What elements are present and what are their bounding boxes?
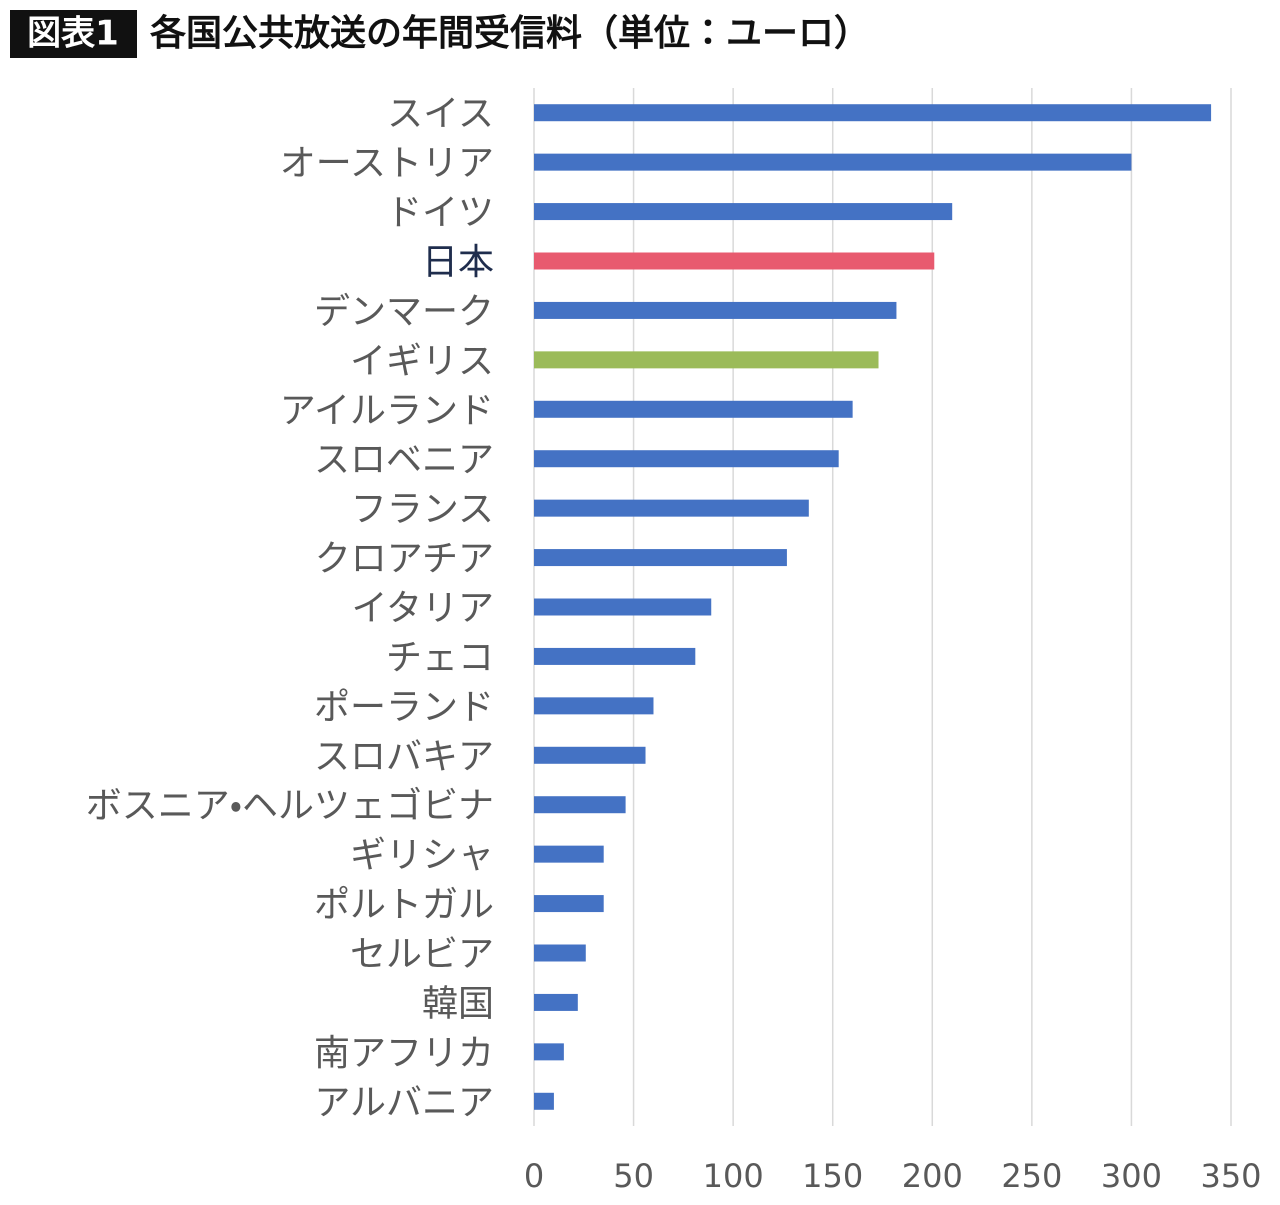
bar xyxy=(534,598,712,616)
category-label: イタリア xyxy=(351,588,494,629)
bar xyxy=(534,499,809,517)
category-label: ドイツ xyxy=(386,193,494,234)
category-label: ポルトガル xyxy=(314,885,494,926)
category-label: 日本 xyxy=(422,242,494,283)
category-label: スイス xyxy=(387,94,494,135)
category-label: ギリシャ xyxy=(350,835,494,876)
bar xyxy=(534,993,578,1011)
x-tick-label: 300 xyxy=(1101,1157,1162,1195)
bar xyxy=(534,944,586,962)
bar xyxy=(534,1043,564,1061)
category-label: ボスニア・ヘルツェゴビナ xyxy=(86,786,494,827)
figure-label: 図表1 xyxy=(27,14,119,54)
category-label: イギリス xyxy=(350,341,494,382)
bar xyxy=(534,104,1212,122)
bar xyxy=(534,647,696,665)
category-label: クロアチア xyxy=(315,539,494,580)
category-label: デンマーク xyxy=(314,291,494,332)
category-label: チェコ xyxy=(386,637,494,678)
x-tick-label: 100 xyxy=(703,1157,764,1195)
x-tick-label: 50 xyxy=(613,1157,654,1195)
chart-title: 各国公共放送の年間受信料（単位：ユーロ） xyxy=(150,13,870,54)
bar xyxy=(534,203,953,221)
category-label: アルバニア xyxy=(314,1082,494,1123)
category-label: セルビア xyxy=(350,934,494,975)
figure-label-box xyxy=(10,10,137,58)
bar xyxy=(534,450,839,468)
bar xyxy=(534,697,654,715)
bar xyxy=(534,252,935,270)
bar xyxy=(534,796,626,814)
bar xyxy=(534,549,787,567)
bar xyxy=(534,301,897,319)
bar xyxy=(534,845,604,863)
bar xyxy=(534,351,879,369)
category-label: スロベニア xyxy=(314,440,494,481)
x-tick-label: 350 xyxy=(1200,1157,1261,1195)
category-label: スロバキア xyxy=(314,736,494,777)
x-tick-label: 0 xyxy=(524,1157,544,1195)
bar xyxy=(534,746,646,764)
bar xyxy=(534,400,853,418)
x-tick-label: 200 xyxy=(902,1157,963,1195)
plot-area: 0 50 100 150 200 250 300 350 スイスオーストリアドイツ日本デンマーク… xyxy=(86,88,1262,1195)
category-label: 韓国 xyxy=(422,983,494,1024)
bar xyxy=(534,153,1132,171)
bar xyxy=(534,1092,554,1110)
category-label: 南アフリカ xyxy=(314,1033,494,1074)
category-label: オーストリア xyxy=(280,143,494,184)
x-tick-label: 150 xyxy=(802,1157,863,1195)
category-label: アイルランド xyxy=(280,390,494,431)
x-tick-label: 250 xyxy=(1001,1157,1062,1195)
category-label: フランス xyxy=(351,489,494,530)
bar xyxy=(534,895,604,913)
category-label: ポーランド xyxy=(314,687,494,728)
